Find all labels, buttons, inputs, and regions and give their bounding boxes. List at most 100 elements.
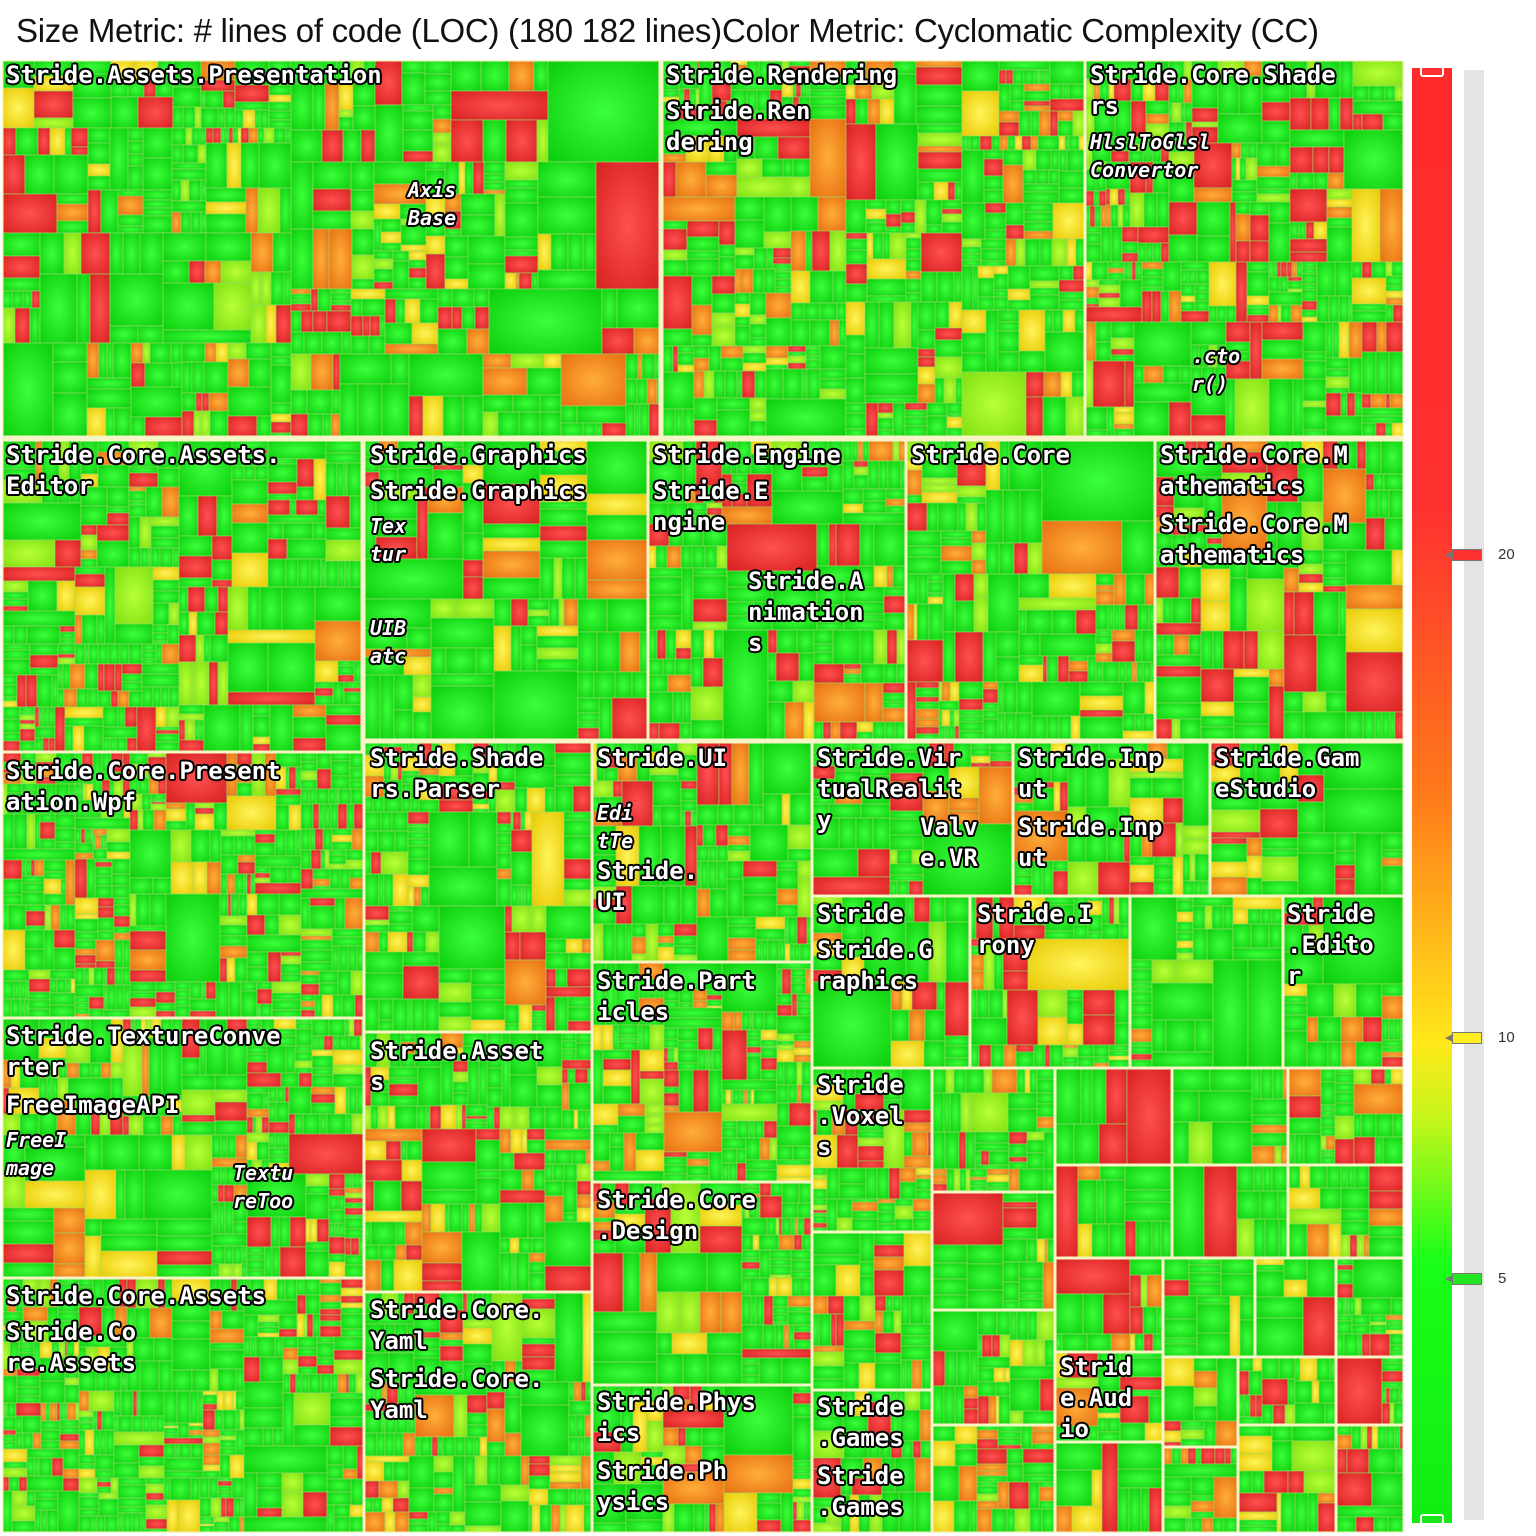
treemap-cell[interactable] [521, 1308, 556, 1339]
treemap-cell[interactable] [322, 828, 333, 851]
treemap-cell[interactable] [89, 799, 97, 819]
treemap-cell[interactable] [267, 514, 327, 524]
treemap-cell[interactable] [94, 875, 113, 887]
treemap-cell[interactable] [805, 348, 821, 357]
treemap-cell[interactable] [591, 1132, 611, 1162]
treemap-cell[interactable] [78, 1468, 96, 1479]
treemap-cell[interactable] [209, 1349, 245, 1370]
treemap-cell[interactable] [129, 981, 157, 993]
treemap-cell[interactable] [1325, 357, 1350, 370]
treemap-cell[interactable] [59, 1402, 65, 1421]
treemap-cell[interactable] [413, 1331, 441, 1339]
treemap-cell[interactable] [110, 1477, 119, 1494]
treemap-cell[interactable] [380, 811, 393, 832]
treemap-cell[interactable] [256, 1003, 261, 1019]
treemap-cell[interactable] [263, 1277, 278, 1301]
treemap-cell[interactable] [1196, 201, 1231, 237]
treemap-cell[interactable] [1301, 267, 1318, 275]
treemap-cell[interactable] [57, 1295, 80, 1301]
treemap-cell[interactable] [394, 1105, 418, 1130]
treemap-cell[interactable] [931, 1350, 946, 1387]
treemap-cell[interactable] [267, 458, 298, 465]
treemap-cell[interactable] [334, 897, 346, 930]
treemap-cell[interactable] [1379, 188, 1404, 263]
treemap-cell[interactable] [545, 996, 556, 1033]
treemap-cell[interactable] [857, 565, 875, 588]
treemap-cell[interactable] [858, 1362, 876, 1391]
treemap-cell[interactable] [496, 852, 512, 870]
treemap-cell[interactable] [526, 367, 562, 396]
treemap-cell[interactable] [408, 267, 427, 279]
treemap-cell[interactable] [192, 661, 210, 706]
treemap-cell[interactable] [2, 625, 15, 645]
treemap-cell[interactable] [936, 271, 955, 303]
treemap-cell[interactable] [38, 1057, 67, 1064]
treemap-cell[interactable] [1297, 801, 1325, 834]
treemap-cell[interactable] [521, 1356, 556, 1371]
treemap-cell[interactable] [921, 439, 929, 461]
treemap-cell[interactable] [407, 811, 430, 825]
treemap-cell[interactable] [379, 674, 395, 741]
treemap-cell[interactable] [591, 854, 617, 881]
treemap-cell[interactable] [1246, 314, 1270, 323]
treemap-cell[interactable] [1302, 378, 1327, 402]
treemap-cell[interactable] [843, 1348, 876, 1364]
treemap-cell[interactable] [969, 1168, 988, 1178]
treemap-cell[interactable] [213, 1516, 230, 1523]
treemap-cell[interactable] [22, 1320, 49, 1343]
treemap-cell[interactable] [1009, 1365, 1056, 1380]
treemap-cell[interactable] [976, 1508, 993, 1533]
treemap-cell[interactable] [662, 1384, 674, 1411]
treemap-cell[interactable] [681, 567, 694, 631]
treemap-cell[interactable] [313, 458, 327, 501]
treemap-cell[interactable] [756, 1519, 782, 1533]
treemap-cell[interactable] [328, 1173, 346, 1190]
treemap-cell[interactable] [316, 768, 332, 790]
treemap-cell[interactable] [462, 439, 484, 466]
treemap-cell[interactable] [1176, 899, 1194, 913]
treemap-cell[interactable] [19, 740, 36, 753]
treemap-cell[interactable] [86, 388, 132, 409]
treemap-cell[interactable] [290, 60, 305, 85]
treemap-cell[interactable] [171, 1300, 211, 1322]
treemap-cell[interactable] [1280, 261, 1288, 278]
treemap-cell[interactable] [243, 1381, 284, 1409]
treemap-cell[interactable] [1133, 365, 1145, 384]
treemap-cell[interactable] [171, 211, 182, 234]
treemap-cell[interactable] [496, 844, 512, 854]
treemap-cell[interactable] [661, 275, 693, 330]
treemap-cell[interactable] [684, 825, 698, 887]
treemap-cell[interactable] [64, 127, 72, 156]
treemap-cell[interactable] [2, 598, 29, 607]
treemap-cell[interactable] [342, 129, 362, 163]
treemap-cell[interactable] [74, 967, 85, 986]
treemap-cell[interactable] [480, 60, 510, 92]
treemap-cell[interactable] [403, 1291, 415, 1315]
treemap-cell[interactable] [943, 741, 955, 768]
treemap-cell[interactable] [363, 1352, 390, 1383]
treemap-cell[interactable] [442, 1436, 456, 1457]
treemap-cell[interactable] [22, 1291, 39, 1299]
treemap-cell[interactable] [1320, 1104, 1336, 1111]
treemap-cell[interactable] [661, 249, 688, 261]
treemap-cell[interactable] [917, 356, 936, 368]
treemap-cell[interactable] [1303, 1133, 1322, 1166]
treemap-cell[interactable] [756, 1492, 782, 1504]
treemap-cell[interactable] [1190, 384, 1227, 416]
treemap-cell[interactable] [1008, 439, 1043, 491]
treemap-cell[interactable] [882, 701, 907, 709]
treemap-cell[interactable] [383, 792, 403, 798]
treemap-cell[interactable] [1071, 371, 1086, 398]
treemap-cell[interactable] [955, 377, 963, 404]
treemap-cell[interactable] [329, 1392, 365, 1399]
treemap-cell[interactable] [1098, 284, 1121, 294]
treemap-cell[interactable] [62, 1448, 80, 1470]
treemap-cell[interactable] [905, 278, 922, 294]
treemap-cell[interactable] [188, 260, 206, 284]
treemap-cell[interactable] [596, 631, 621, 673]
treemap-cell[interactable] [1129, 797, 1164, 824]
treemap-cell[interactable] [348, 1017, 355, 1037]
treemap-cell[interactable] [1354, 392, 1363, 417]
treemap-cell[interactable] [628, 1384, 645, 1403]
treemap-cell[interactable] [699, 1195, 743, 1206]
